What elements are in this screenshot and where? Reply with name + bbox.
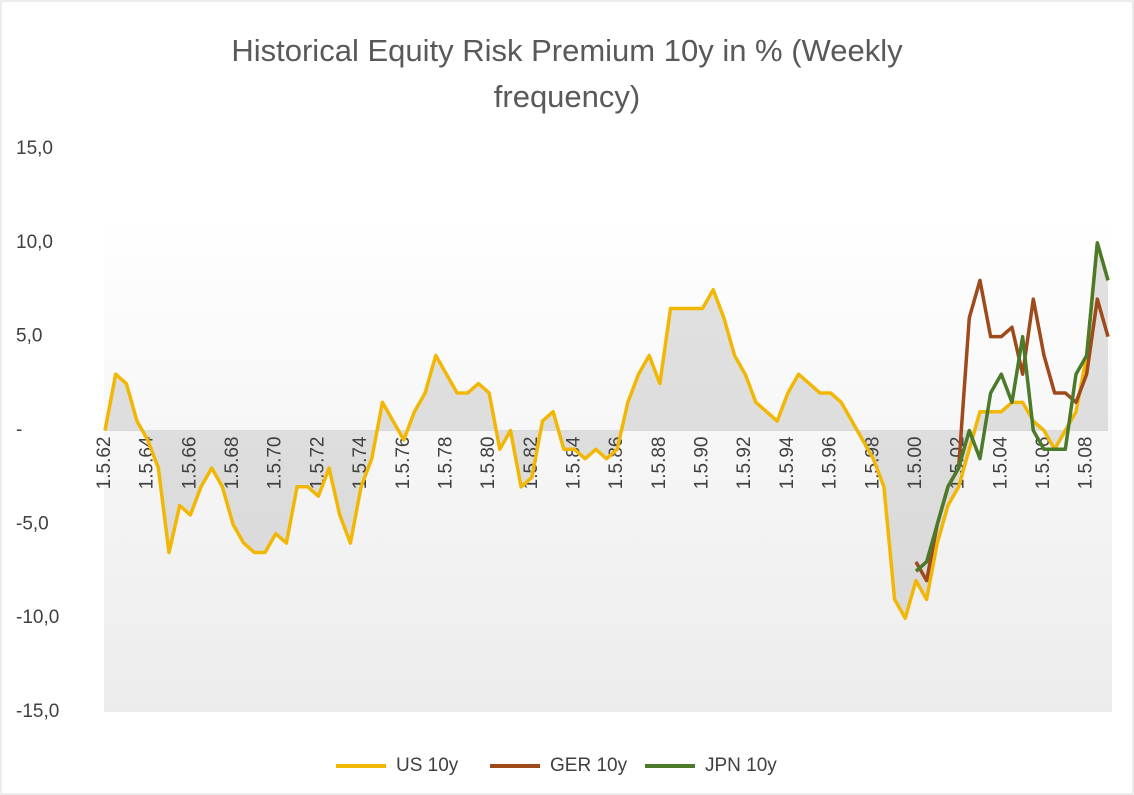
chart-title: Historical Equity Risk Premium 10y in % … bbox=[231, 33, 903, 114]
x-tick-label: 1.5.86 bbox=[606, 437, 627, 490]
legend-label: US 10y bbox=[396, 755, 459, 776]
x-tick-label: 1.5.90 bbox=[692, 437, 713, 490]
series-line bbox=[914, 241, 1110, 573]
x-tick-label: 1.5.00 bbox=[905, 437, 926, 490]
y-tick-label: 10,0 bbox=[16, 232, 53, 253]
x-tick-label: 1.5.72 bbox=[307, 437, 328, 490]
x-tick-label: 1.5.68 bbox=[222, 437, 243, 490]
x-tick-label: 1.5.74 bbox=[350, 436, 371, 489]
x-tick-label: 1.5.62 bbox=[94, 437, 115, 490]
plot-area bbox=[104, 215, 1112, 712]
y-tick-label: 5,0 bbox=[16, 326, 42, 347]
x-tick-label: 1.5.80 bbox=[478, 437, 499, 490]
x-tick-label: 1.5.76 bbox=[393, 437, 414, 490]
y-tick-label: - bbox=[16, 420, 22, 441]
x-tick-label: 1.5.04 bbox=[990, 436, 1011, 489]
y-tick-label: -10,0 bbox=[16, 607, 59, 628]
y-tick-label: -15,0 bbox=[16, 701, 59, 722]
x-tick-label: 1.5.08 bbox=[1076, 437, 1097, 490]
x-tick-label: 1.5.66 bbox=[179, 437, 200, 490]
x-tick-label: 1.5.78 bbox=[435, 437, 456, 490]
legend-label: GER 10y bbox=[550, 755, 628, 776]
x-tick-label: 1.5.92 bbox=[734, 437, 755, 490]
x-tick-label: 1.5.96 bbox=[820, 437, 841, 490]
series-line bbox=[103, 241, 1110, 620]
x-tick-label: 1.5.84 bbox=[564, 436, 585, 489]
x-tick-label: 1.5.88 bbox=[649, 437, 670, 490]
y-tick-label: -5,0 bbox=[16, 513, 49, 534]
legend-label: JPN 10y bbox=[705, 755, 777, 776]
x-tick-label: 1.5.70 bbox=[265, 437, 286, 490]
x-tick-label: 1.5.94 bbox=[777, 436, 798, 489]
y-tick-label: 15,0 bbox=[16, 138, 53, 159]
